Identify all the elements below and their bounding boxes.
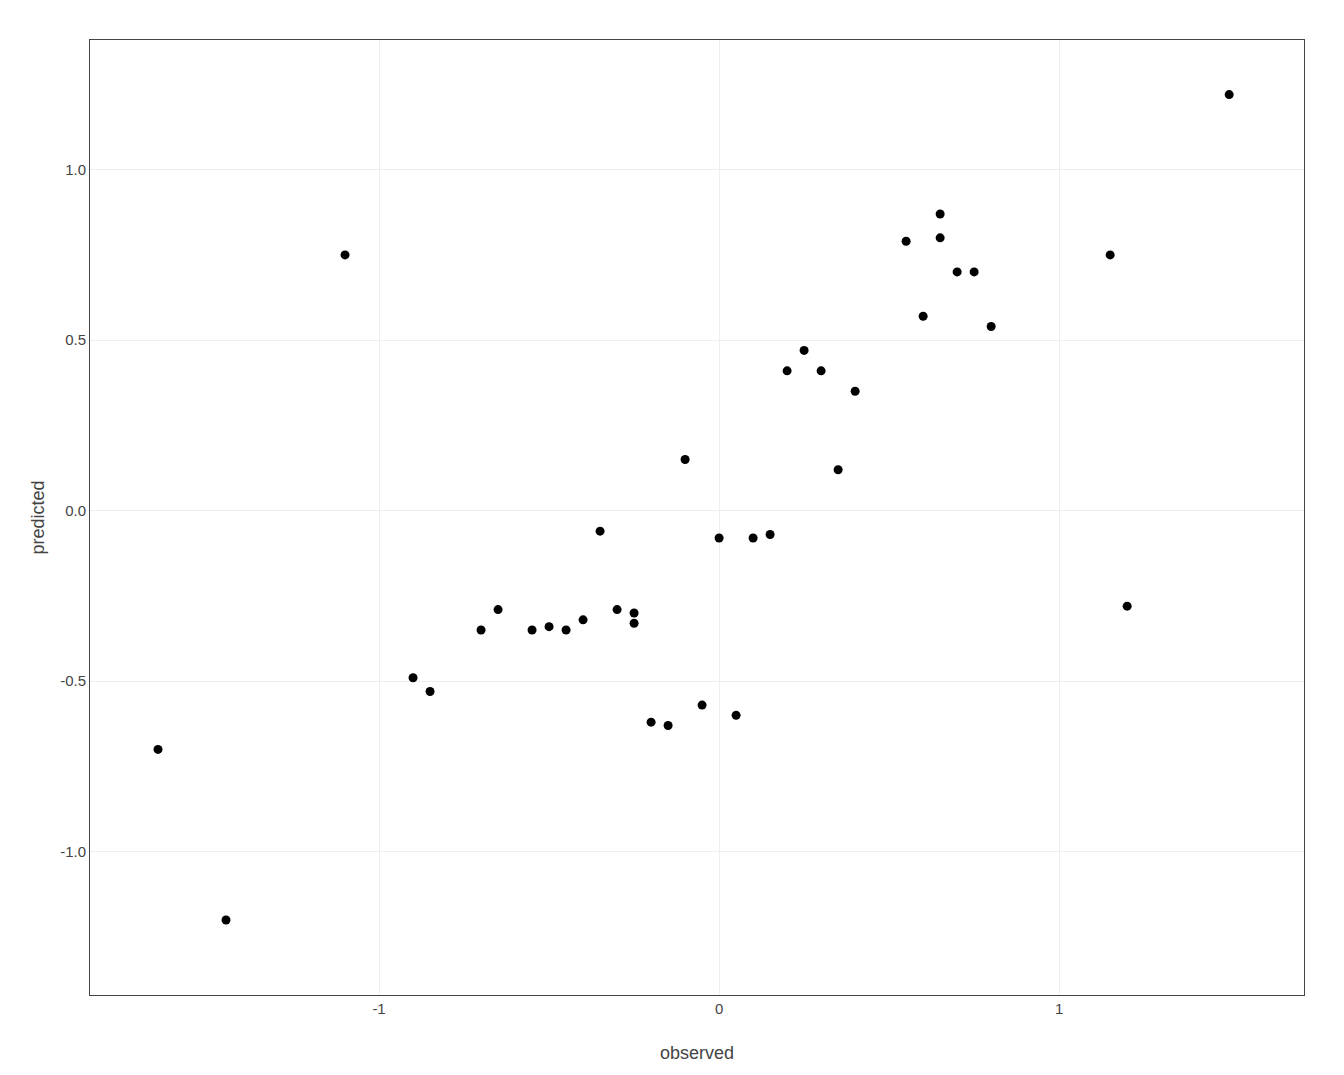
svg-text:0.0: 0.0 [65,502,86,519]
svg-text:-0.5: -0.5 [60,672,86,689]
svg-text:1: 1 [1055,1000,1063,1017]
svg-text:0.5: 0.5 [65,331,86,348]
svg-text:0: 0 [715,1000,723,1017]
svg-text:observed: observed [660,1043,734,1063]
svg-text:predicted: predicted [28,480,48,554]
svg-text:-1.0: -1.0 [60,843,86,860]
svg-text:1.0: 1.0 [65,161,86,178]
svg-text:-1: -1 [372,1000,385,1017]
